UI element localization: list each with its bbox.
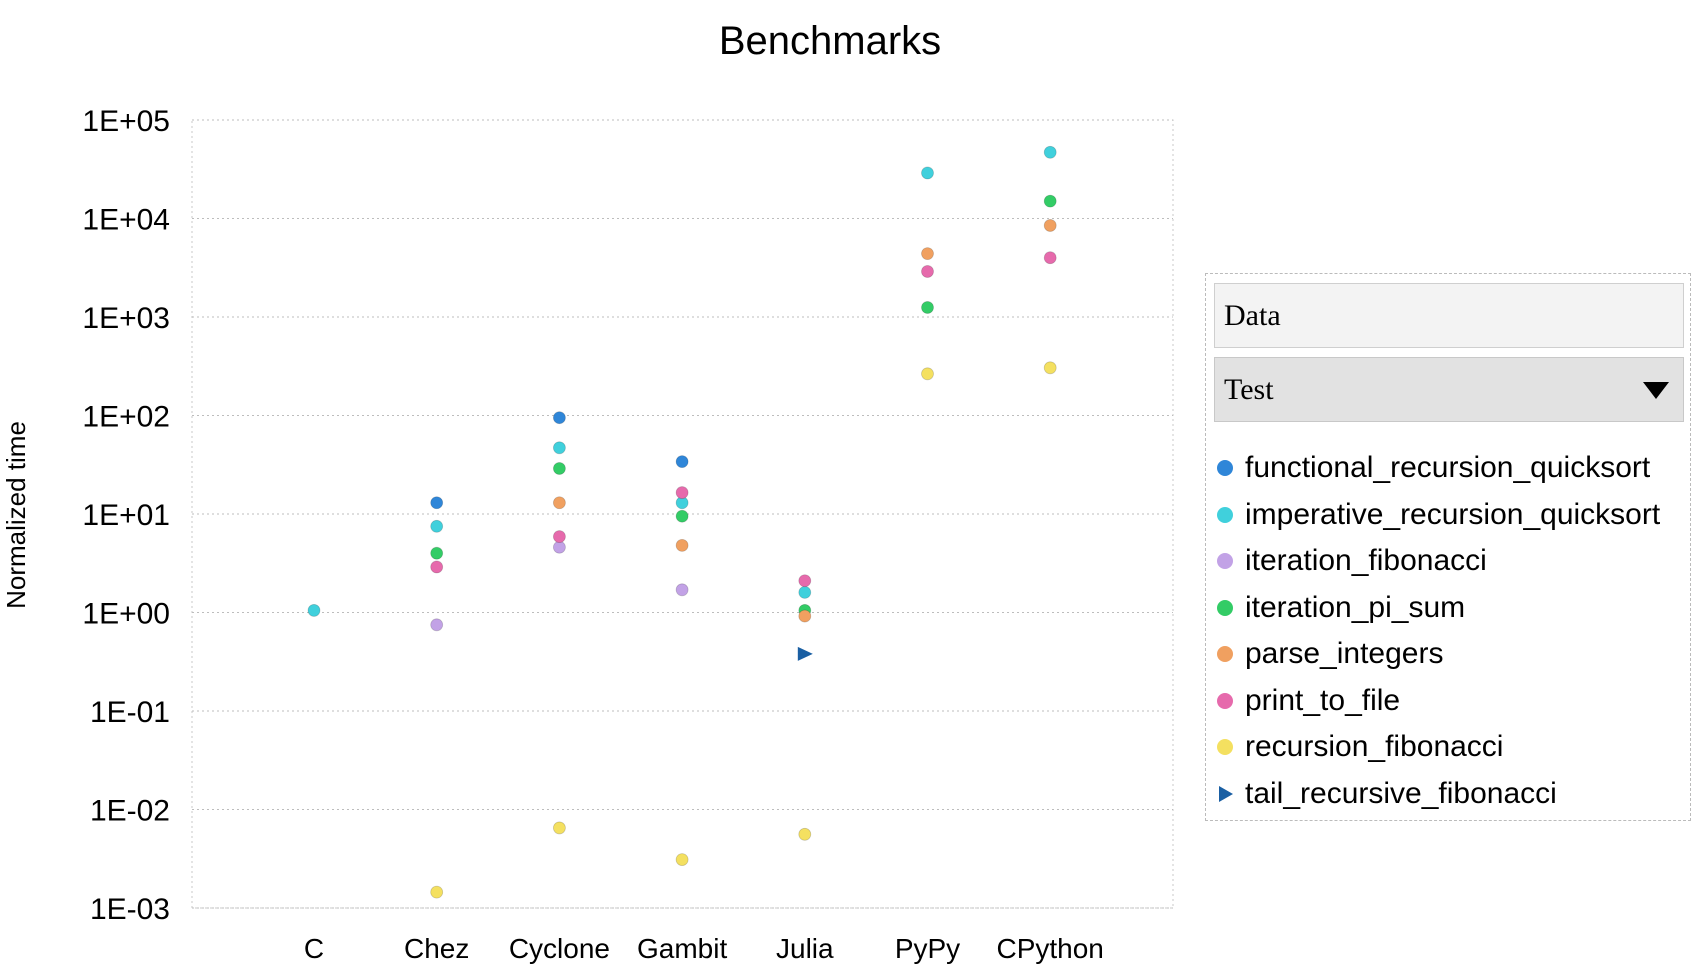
test-field-label: Test: [1224, 373, 1274, 406]
y-tick-label: 1E+02: [82, 401, 170, 434]
y-tick-label: 1E+00: [82, 598, 170, 631]
data-point-recursion-fibonacci: [1043, 361, 1057, 375]
data-point-functional-recursion-quicksort: [675, 455, 689, 469]
data-point-recursion-fibonacci: [430, 885, 444, 899]
legend-label: recursion_fibonacci: [1245, 730, 1504, 764]
data-point-iteration-pi-sum: [921, 301, 934, 314]
legend-item: recursion_fibonacci: [1214, 724, 1689, 771]
legend-item: functional_recursion_quicksort: [1214, 445, 1689, 492]
data-point-iteration-pi-sum: [430, 546, 444, 560]
x-tick-label: CPython: [996, 933, 1103, 964]
data-point-imperative-recursion-quicksort: [307, 604, 321, 617]
data-point-imperative-recursion-quicksort: [798, 585, 812, 599]
y-tick-label: 1E-02: [90, 795, 170, 828]
legend-label: imperative_recursion_quicksort: [1245, 497, 1661, 531]
circle-marker-icon: [1217, 739, 1233, 756]
data-point-imperative-recursion-quicksort: [430, 519, 444, 533]
triangle-down-icon[interactable]: [1643, 382, 1669, 399]
circle-marker-icon: [1217, 646, 1233, 663]
data-point-iteration-fibonacci: [430, 618, 444, 632]
data-point-recursion-fibonacci: [675, 853, 689, 867]
data-point-parse-integers: [675, 538, 689, 552]
x-tick-label: Gambit: [637, 933, 727, 964]
x-tick-label: Chez: [404, 933, 469, 964]
data-point-functional-recursion-quicksort: [553, 411, 566, 425]
data-point-parse-integers: [553, 496, 566, 510]
triangle-marker-icon: [1219, 785, 1233, 802]
legend-label: iteration_fibonacci: [1245, 544, 1487, 578]
data-point-print-to-file: [1043, 251, 1057, 265]
legend-entries: functional_recursion_quicksort imperative…: [1214, 445, 1689, 817]
y-tick-label: 1E+03: [82, 302, 170, 335]
legend-label: functional_recursion_quicksort: [1245, 451, 1651, 485]
x-tick-label: PyPy: [895, 933, 960, 964]
data-point-print-to-file: [553, 530, 566, 543]
data-point-iteration-pi-sum: [553, 462, 566, 475]
x-tick-label: C: [304, 933, 324, 964]
data-point-print-to-file: [675, 486, 689, 499]
data-point-iteration-fibonacci: [553, 540, 566, 554]
legend-label: parse_integers: [1245, 637, 1444, 671]
y-tick-label: 1E-01: [90, 696, 170, 729]
y-tick-label: 1E-03: [90, 893, 170, 926]
test-field-dropdown[interactable]: Test: [1214, 357, 1684, 422]
legend-label: tail_recursive_fibonacci: [1245, 776, 1557, 810]
legend-item: tail_recursive_fibonacci: [1214, 771, 1689, 818]
legend-item: parse_integers: [1214, 631, 1689, 678]
data-field-label: Data: [1224, 299, 1281, 332]
data-point-functional-recursion-quicksort: [430, 496, 444, 510]
data-point-recursion-fibonacci: [553, 821, 566, 835]
data-point-print-to-file: [921, 265, 934, 278]
circle-marker-icon: [1217, 506, 1233, 523]
y-tick-label: 1E+05: [82, 105, 170, 138]
legend-item: print_to_file: [1214, 678, 1689, 725]
data-point-parse-integers: [798, 609, 812, 623]
legend-item: imperative_recursion_quicksort: [1214, 492, 1689, 539]
data-point-imperative-recursion-quicksort: [1043, 145, 1057, 159]
x-tick-label: Julia: [776, 933, 834, 964]
data-point-iteration-pi-sum: [675, 509, 689, 523]
legend-item: iteration_pi_sum: [1214, 585, 1689, 632]
y-axis-label: Normalized time: [1, 421, 31, 609]
x-tick-labels: C Chez Cyclone Gambit Julia PyPy CPython: [304, 933, 1104, 964]
legend-label: print_to_file: [1245, 683, 1401, 717]
circle-marker-icon: [1217, 553, 1233, 570]
data-point-iteration-fibonacci: [675, 583, 689, 597]
y-tick-labels: 1E+05 1E+04 1E+03 1E+02 1E+01 1E+00 1E-01 1E-02…: [82, 105, 170, 926]
x-tick-label: Cyclone: [509, 933, 610, 964]
data-point-imperative-recursion-quicksort: [553, 441, 566, 455]
legend-label: iteration_pi_sum: [1245, 590, 1466, 624]
data-point-parse-integers: [1043, 219, 1057, 232]
circle-marker-icon: [1217, 460, 1233, 477]
y-tick-label: 1E+04: [82, 204, 170, 237]
chart-title: Benchmarks: [719, 19, 941, 63]
data-field-button[interactable]: Data: [1214, 283, 1684, 348]
data-point-print-to-file: [798, 574, 812, 588]
data-point-print-to-file: [430, 560, 444, 574]
data-point-parse-integers: [921, 247, 934, 261]
data-point-recursion-fibonacci: [798, 827, 812, 841]
legend-item: iteration_fibonacci: [1214, 538, 1689, 585]
y-tick-label: 1E+01: [82, 499, 170, 532]
data-points: [307, 145, 1057, 899]
data-point-iteration-pi-sum: [1043, 194, 1057, 208]
circle-marker-icon: [1217, 599, 1233, 616]
data-point-tail-recursive-fibonacci: [797, 646, 813, 661]
data-point-imperative-recursion-quicksort: [921, 166, 934, 180]
data-point-recursion-fibonacci: [921, 367, 934, 381]
circle-marker-icon: [1217, 692, 1233, 709]
